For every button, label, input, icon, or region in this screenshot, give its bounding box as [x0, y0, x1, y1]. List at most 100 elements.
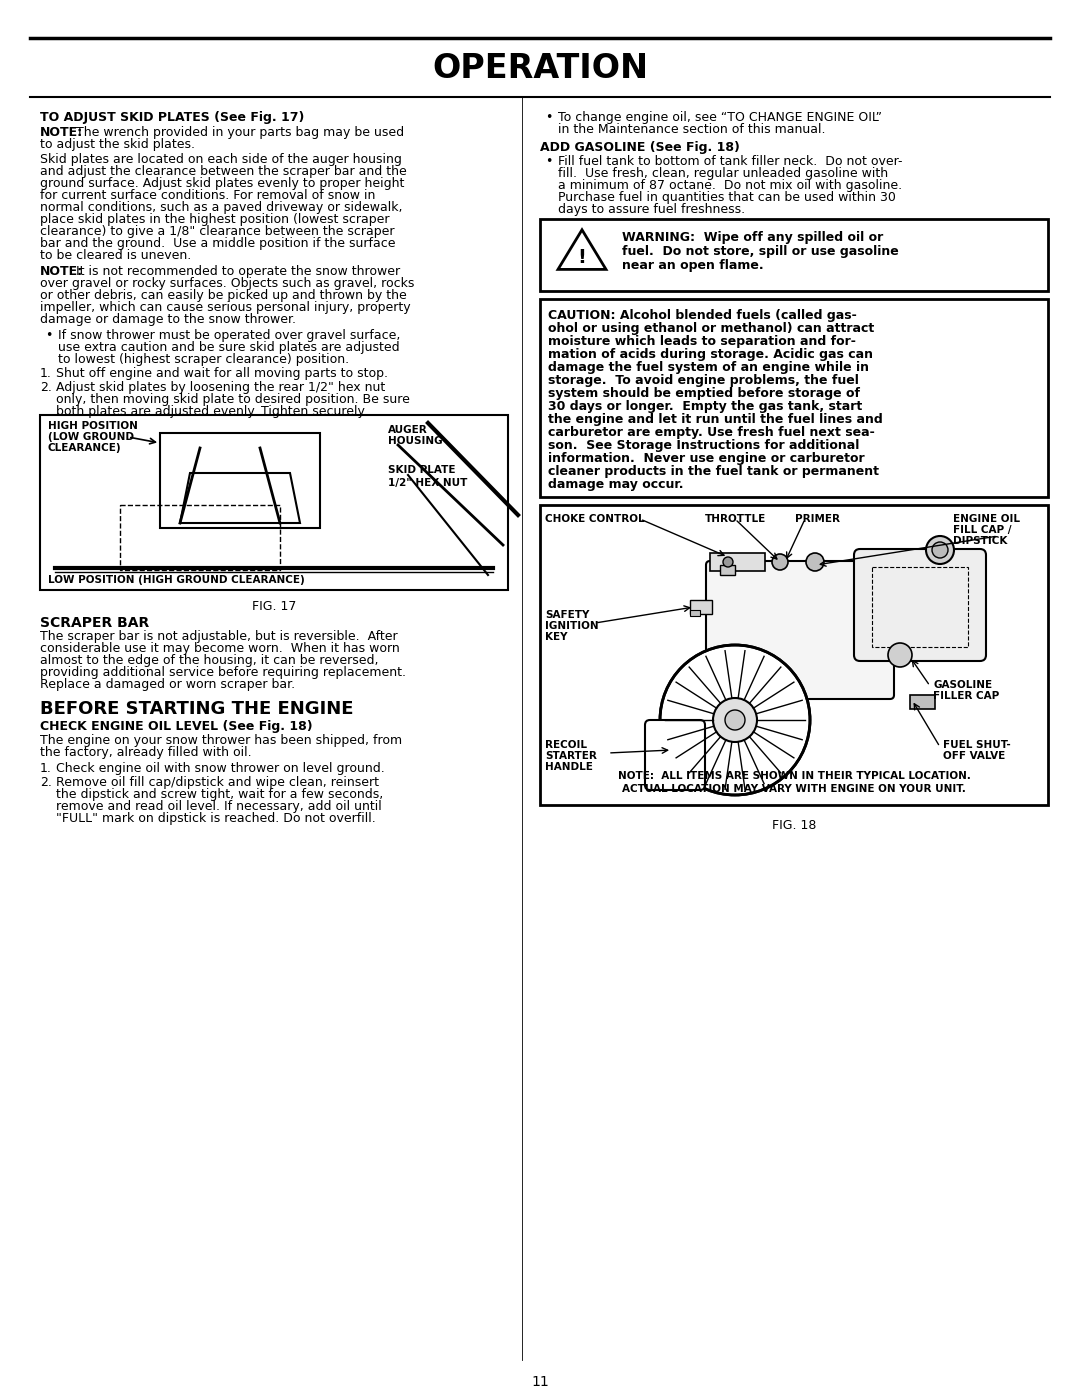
- Text: THROTTLE: THROTTLE: [705, 514, 766, 524]
- Text: in the Maintenance section of this manual.: in the Maintenance section of this manua…: [558, 123, 825, 136]
- Text: Shut off engine and wait for all moving parts to stop.: Shut off engine and wait for all moving …: [56, 367, 388, 380]
- Circle shape: [713, 698, 757, 742]
- Bar: [872, 567, 968, 647]
- Text: FUEL SHUT-: FUEL SHUT-: [943, 740, 1011, 750]
- Text: FIG. 18: FIG. 18: [772, 819, 816, 833]
- Text: use extra caution and be sure skid plates are adjusted: use extra caution and be sure skid plate…: [58, 341, 400, 353]
- Text: ACTUAL LOCATION MAY VARY WITH ENGINE ON YOUR UNIT.: ACTUAL LOCATION MAY VARY WITH ENGINE ON …: [622, 784, 966, 793]
- Text: AUGER: AUGER: [388, 425, 428, 434]
- Circle shape: [247, 481, 264, 496]
- Text: CHOKE CONTROL: CHOKE CONTROL: [545, 514, 645, 524]
- Bar: [540, 219, 1048, 291]
- Polygon shape: [558, 229, 606, 270]
- Text: STARTER: STARTER: [545, 752, 597, 761]
- Text: fuel.  Do not store, spill or use gasoline: fuel. Do not store, spill or use gasolin…: [622, 244, 899, 258]
- Text: providing additional service before requiring replacement.: providing additional service before requ…: [40, 666, 406, 679]
- Text: NOTE:: NOTE:: [40, 126, 83, 138]
- Text: Replace a damaged or worn scraper bar.: Replace a damaged or worn scraper bar.: [40, 678, 295, 692]
- Bar: [40, 415, 508, 590]
- Text: 1.: 1.: [40, 367, 52, 380]
- Text: IGNITION: IGNITION: [545, 622, 598, 631]
- Text: Purchase fuel in quantities that can be used within 30: Purchase fuel in quantities that can be …: [558, 191, 896, 204]
- Text: The engine on your snow thrower has been shipped, from: The engine on your snow thrower has been…: [40, 733, 402, 747]
- Text: the dipstick and screw tight, wait for a few seconds,: the dipstick and screw tight, wait for a…: [56, 788, 383, 800]
- Text: carburetor are empty. Use fresh fuel next sea-: carburetor are empty. Use fresh fuel nex…: [548, 426, 875, 439]
- Text: a minimum of 87 octane.  Do not mix oil with gasoline.: a minimum of 87 octane. Do not mix oil w…: [558, 179, 902, 191]
- Text: FILL CAP /: FILL CAP /: [953, 525, 1012, 535]
- Text: HIGH POSITION: HIGH POSITION: [48, 420, 138, 432]
- Text: OFF VALVE: OFF VALVE: [943, 752, 1005, 761]
- FancyBboxPatch shape: [854, 549, 986, 661]
- Text: near an open flame.: near an open flame.: [622, 258, 764, 272]
- Text: •: •: [545, 110, 552, 124]
- Text: to be cleared is uneven.: to be cleared is uneven.: [40, 249, 191, 263]
- Text: days to assure fuel freshness.: days to assure fuel freshness.: [558, 203, 745, 217]
- Text: the engine and let it run until the fuel lines and: the engine and let it run until the fuel…: [548, 414, 882, 426]
- Circle shape: [660, 645, 810, 795]
- Polygon shape: [180, 474, 300, 522]
- Text: DIPSTICK: DIPSTICK: [953, 536, 1008, 546]
- Text: cleaner products in the fuel tank or permanent: cleaner products in the fuel tank or per…: [548, 465, 879, 478]
- Text: LOW POSITION (HIGH GROUND CLEARANCE): LOW POSITION (HIGH GROUND CLEARANCE): [48, 576, 305, 585]
- Text: only, then moving skid plate to desired position. Be sure: only, then moving skid plate to desired …: [56, 393, 410, 407]
- Text: •: •: [545, 155, 552, 168]
- Text: considerable use it may become worn.  When it has worn: considerable use it may become worn. Whe…: [40, 643, 400, 655]
- Text: 2.: 2.: [40, 775, 52, 789]
- Circle shape: [926, 536, 954, 564]
- Text: WARNING:  Wipe off any spilled oil or: WARNING: Wipe off any spilled oil or: [622, 231, 883, 244]
- Text: ohol or using ethanol or methanol) can attract: ohol or using ethanol or methanol) can a…: [548, 321, 874, 335]
- Text: NOTE:  ALL ITEMS ARE SHOWN IN THEIR TYPICAL LOCATION.: NOTE: ALL ITEMS ARE SHOWN IN THEIR TYPIC…: [618, 771, 971, 781]
- Circle shape: [888, 643, 912, 666]
- Text: KEY: KEY: [545, 631, 567, 643]
- Text: OPERATION: OPERATION: [432, 52, 648, 84]
- Text: or other debris, can easily be picked up and thrown by the: or other debris, can easily be picked up…: [40, 289, 407, 302]
- Text: information.  Never use engine or carburetor: information. Never use engine or carbure…: [548, 453, 865, 465]
- Text: Fill fuel tank to bottom of tank filler neck.  Do not over-: Fill fuel tank to bottom of tank filler …: [558, 155, 903, 168]
- Circle shape: [772, 555, 788, 570]
- Text: normal conditions, such as a paved driveway or sidewalk,: normal conditions, such as a paved drive…: [40, 201, 403, 214]
- Text: to lowest (highest scraper clearance) position.: to lowest (highest scraper clearance) po…: [58, 353, 349, 366]
- Circle shape: [252, 485, 258, 490]
- Text: moisture which leads to separation and for-: moisture which leads to separation and f…: [548, 335, 855, 348]
- Text: SAFETY: SAFETY: [545, 610, 590, 620]
- Bar: [540, 504, 1048, 805]
- Text: mation of acids during storage. Acidic gas can: mation of acids during storage. Acidic g…: [548, 348, 873, 360]
- Text: almost to the edge of the housing, it can be reversed,: almost to the edge of the housing, it ca…: [40, 654, 378, 666]
- Text: ADD GASOLINE (See Fig. 18): ADD GASOLINE (See Fig. 18): [540, 141, 740, 154]
- Text: GASOLINE: GASOLINE: [933, 680, 993, 690]
- Text: the factory, already filled with oil.: the factory, already filled with oil.: [40, 746, 252, 759]
- Text: SCRAPER BAR: SCRAPER BAR: [40, 616, 149, 630]
- Text: over gravel or rocky surfaces. Objects such as gravel, rocks: over gravel or rocky surfaces. Objects s…: [40, 277, 415, 291]
- Text: To change engine oil, see “TO CHANGE ENGINE OIL”: To change engine oil, see “TO CHANGE ENG…: [558, 110, 882, 124]
- Circle shape: [725, 710, 745, 731]
- Text: ground surface. Adjust skid plates evenly to proper height: ground surface. Adjust skid plates evenl…: [40, 177, 404, 190]
- Text: If snow thrower must be operated over gravel surface,: If snow thrower must be operated over gr…: [58, 330, 401, 342]
- Bar: [910, 694, 935, 710]
- Text: storage.  To avoid engine problems, the fuel: storage. To avoid engine problems, the f…: [548, 374, 859, 387]
- Text: fill.  Use fresh, clean, regular unleaded gasoline with: fill. Use fresh, clean, regular unleaded…: [558, 168, 888, 180]
- FancyBboxPatch shape: [645, 719, 705, 789]
- Text: CAUTION: Alcohol blended fuels (called gas-: CAUTION: Alcohol blended fuels (called g…: [548, 309, 856, 321]
- Text: The scraper bar is not adjustable, but is reversible.  After: The scraper bar is not adjustable, but i…: [40, 630, 397, 643]
- Bar: [690, 599, 712, 615]
- Circle shape: [723, 557, 733, 567]
- Text: 30 days or longer.  Empty the gas tank, start: 30 days or longer. Empty the gas tank, s…: [548, 400, 862, 414]
- Bar: [160, 433, 320, 528]
- Bar: [540, 299, 1048, 497]
- Text: HOUSING: HOUSING: [388, 436, 443, 446]
- Text: HANDLE: HANDLE: [545, 761, 593, 773]
- Text: bar and the ground.  Use a middle position if the surface: bar and the ground. Use a middle positio…: [40, 237, 395, 250]
- Text: both plates are adjusted evenly. Tighten securely.: both plates are adjusted evenly. Tighten…: [56, 405, 367, 418]
- Text: Adjust skid plates by loosening the rear 1/2" hex nut: Adjust skid plates by loosening the rear…: [56, 381, 386, 394]
- Text: The wrench provided in your parts bag may be used: The wrench provided in your parts bag ma…: [76, 126, 404, 138]
- Text: FILLER CAP: FILLER CAP: [933, 692, 999, 701]
- Text: NOTE:: NOTE:: [40, 265, 83, 278]
- Text: remove and read oil level. If necessary, add oil until: remove and read oil level. If necessary,…: [56, 800, 381, 813]
- Circle shape: [197, 481, 213, 496]
- Text: TO ADJUST SKID PLATES (See Fig. 17): TO ADJUST SKID PLATES (See Fig. 17): [40, 110, 305, 124]
- Text: damage or damage to the snow thrower.: damage or damage to the snow thrower.: [40, 313, 296, 326]
- Text: (LOW GROUND: (LOW GROUND: [48, 432, 134, 441]
- Text: 11: 11: [531, 1375, 549, 1389]
- Text: Remove oil fill cap/dipstick and wipe clean, reinsert: Remove oil fill cap/dipstick and wipe cl…: [56, 775, 379, 789]
- Bar: [690, 610, 700, 616]
